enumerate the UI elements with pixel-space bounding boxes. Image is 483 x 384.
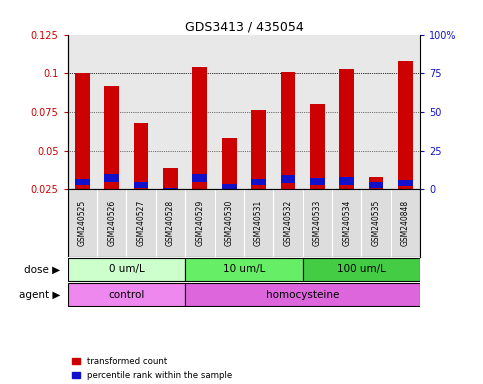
FancyBboxPatch shape: [68, 283, 185, 306]
Bar: [398, 180, 413, 186]
Bar: [281, 175, 295, 183]
Bar: [281, 72, 295, 189]
Text: 10 um/L: 10 um/L: [223, 265, 265, 275]
Text: GSM240535: GSM240535: [371, 199, 381, 246]
Legend: transformed count, percentile rank within the sample: transformed count, percentile rank withi…: [72, 358, 232, 380]
Bar: [163, 189, 178, 193]
Text: homocysteine: homocysteine: [266, 290, 340, 300]
FancyBboxPatch shape: [185, 258, 303, 281]
Bar: [134, 123, 148, 189]
Bar: [134, 182, 148, 188]
Bar: [369, 182, 384, 188]
FancyBboxPatch shape: [303, 258, 420, 281]
Bar: [104, 86, 119, 189]
FancyBboxPatch shape: [68, 258, 185, 281]
Bar: [75, 179, 90, 185]
Text: GSM240526: GSM240526: [107, 199, 116, 246]
Text: GSM240529: GSM240529: [195, 199, 204, 246]
Bar: [75, 73, 90, 189]
Bar: [310, 179, 325, 185]
Text: GSM240531: GSM240531: [254, 199, 263, 246]
Text: GSM240527: GSM240527: [137, 199, 145, 246]
Text: agent ▶: agent ▶: [19, 290, 60, 300]
Bar: [222, 138, 237, 189]
FancyBboxPatch shape: [185, 283, 420, 306]
Bar: [104, 174, 119, 182]
Bar: [398, 61, 413, 189]
Text: GSM240528: GSM240528: [166, 199, 175, 245]
Bar: [222, 184, 237, 190]
Bar: [369, 177, 384, 189]
Bar: [340, 69, 354, 189]
Bar: [251, 179, 266, 185]
Text: control: control: [108, 290, 144, 300]
Text: 0 um/L: 0 um/L: [109, 265, 144, 275]
Bar: [163, 167, 178, 189]
Bar: [310, 104, 325, 189]
Text: GSM240532: GSM240532: [284, 199, 293, 246]
Bar: [251, 110, 266, 189]
Text: GSM240534: GSM240534: [342, 199, 351, 246]
Bar: [340, 177, 354, 185]
Text: GSM240533: GSM240533: [313, 199, 322, 246]
Bar: [193, 174, 207, 182]
Bar: [193, 67, 207, 189]
Text: dose ▶: dose ▶: [25, 265, 60, 275]
Title: GDS3413 / 435054: GDS3413 / 435054: [185, 20, 303, 33]
Text: GSM240848: GSM240848: [401, 199, 410, 245]
Text: 100 um/L: 100 um/L: [337, 265, 386, 275]
Text: GSM240530: GSM240530: [225, 199, 234, 246]
Text: GSM240525: GSM240525: [78, 199, 87, 246]
